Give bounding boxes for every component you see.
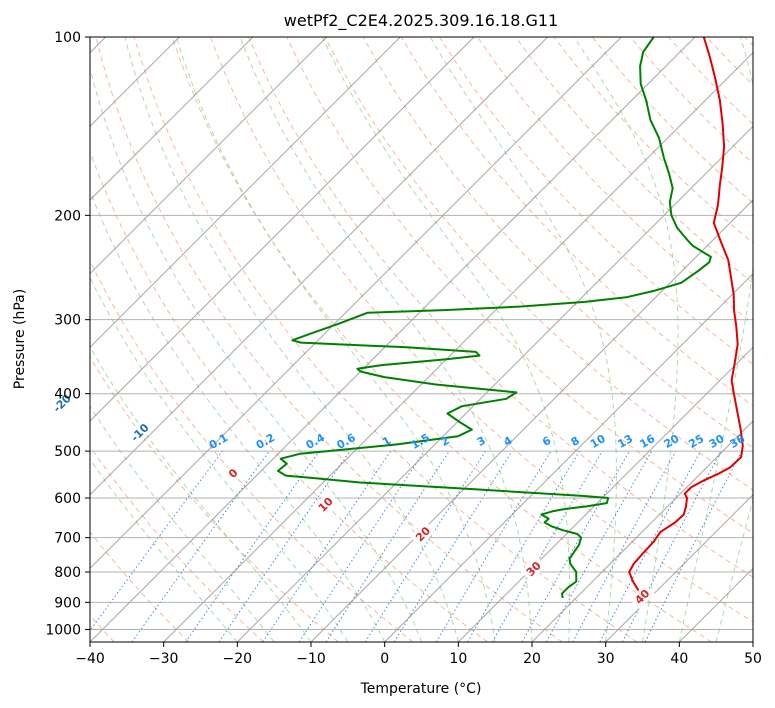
x-axis-label: Temperature (°C) [360, 681, 482, 697]
x-tick-label: −10 [296, 651, 326, 667]
moist-adiabat [573, 37, 679, 642]
isotherm [90, 37, 696, 642]
moist-adiabat [124, 37, 459, 642]
y-tick-label: 200 [54, 208, 81, 224]
moist-adiabat [90, 346, 312, 642]
adiabat-label-bg [0, 358, 1, 385]
y-axis: 100 200 300 400 500 600 700 800 900 1000 [45, 30, 90, 638]
dry-adiabat [90, 531, 190, 642]
mixing-ratio-line [572, 450, 677, 642]
y-tick-label: 900 [54, 595, 81, 611]
mixing-ratio-line [298, 450, 425, 642]
x-tick-label: 40 [670, 651, 688, 667]
y-axis-label: Pressure (hPa) [12, 289, 28, 389]
moist-adiabat [321, 37, 571, 642]
x-tick-label: 50 [744, 651, 762, 667]
isotherm [90, 37, 475, 422]
isotherm [605, 493, 753, 642]
series-layer [277, 37, 744, 599]
mixing-ratio-line [185, 450, 320, 642]
moist-adiabat [90, 276, 349, 642]
isotherm [384, 272, 753, 642]
adiabat-label-bg [520, 556, 547, 582]
isotherm [752, 641, 753, 642]
isotherm [163, 51, 753, 642]
dry-adiabat [515, 37, 753, 284]
x-tick-label: −20 [223, 651, 253, 667]
dewpoint-line [277, 37, 712, 599]
y-tick-label: 700 [54, 531, 81, 547]
x-tick-label: −40 [75, 651, 105, 667]
isotherm [90, 37, 328, 275]
dry-adiabat [210, 37, 753, 623]
x-tick-label: 20 [523, 651, 541, 667]
y-tick-label: 300 [54, 313, 81, 329]
mixing-ratio-line [131, 450, 270, 642]
moist-adiabat [90, 189, 386, 642]
isotherm [90, 37, 549, 496]
y-tick-label: 800 [54, 565, 81, 581]
mixing-ratio-line [545, 450, 653, 642]
dry-adiabat [171, 37, 712, 642]
x-tick-label: 10 [449, 651, 467, 667]
isotherm [90, 37, 622, 570]
dry-adiabat [90, 356, 339, 642]
moist-adiabat [90, 66, 422, 642]
mixing-ratio-line [90, 450, 223, 632]
adiabat-label-bg [629, 583, 655, 610]
dry-adiabat [90, 445, 264, 642]
isotherm [457, 346, 753, 642]
moist-adiabat [90, 405, 275, 642]
plot-frame [89, 36, 754, 643]
moist-adiabat [429, 37, 617, 642]
y-tick-label: 1000 [45, 622, 81, 638]
x-tick-label: 30 [597, 651, 615, 667]
adiabat-label-bg [410, 521, 436, 547]
isotherm [310, 199, 753, 642]
x-tick-label: −30 [149, 651, 179, 667]
x-tick-label: 0 [380, 651, 389, 667]
x-axis: −40 −30 −20 −10 0 10 20 30 40 50 [75, 642, 762, 667]
y-tick-label: 500 [54, 444, 81, 460]
mixing-ratio-line [262, 450, 392, 642]
temperature-line [628, 37, 744, 599]
mixing-ratio-line [521, 450, 630, 642]
mixing-ratio-line [218, 450, 351, 642]
dry-adiabat [95, 37, 563, 642]
moist-adiabat [239, 37, 533, 642]
background-lines [90, 37, 753, 642]
chart-title: wetPf2_C2E4.2025.309.16.18.G11 [284, 11, 558, 31]
dry-adiabat [438, 37, 753, 366]
adiabat-label-bg [312, 491, 339, 518]
mixing-ratio-line [393, 450, 513, 642]
y-tick-label: 100 [54, 30, 81, 46]
moist-adiabat [90, 458, 238, 642]
dry-adiabat [400, 37, 753, 407]
dry-adiabat [90, 150, 488, 642]
isotherm [236, 125, 753, 642]
isotherm [531, 420, 753, 642]
dry-adiabat [248, 37, 753, 578]
adiabat-label-bg [49, 390, 75, 416]
isotherm [90, 37, 401, 349]
adiabat-label-bg [126, 419, 153, 446]
y-tick-label: 600 [54, 491, 81, 507]
y-tick-label: 400 [54, 387, 81, 403]
mixing-ratio-line [325, 450, 450, 642]
adiabat-label-bg [220, 460, 246, 487]
isotherm [90, 37, 254, 201]
mixing-ratio-line [644, 450, 743, 642]
